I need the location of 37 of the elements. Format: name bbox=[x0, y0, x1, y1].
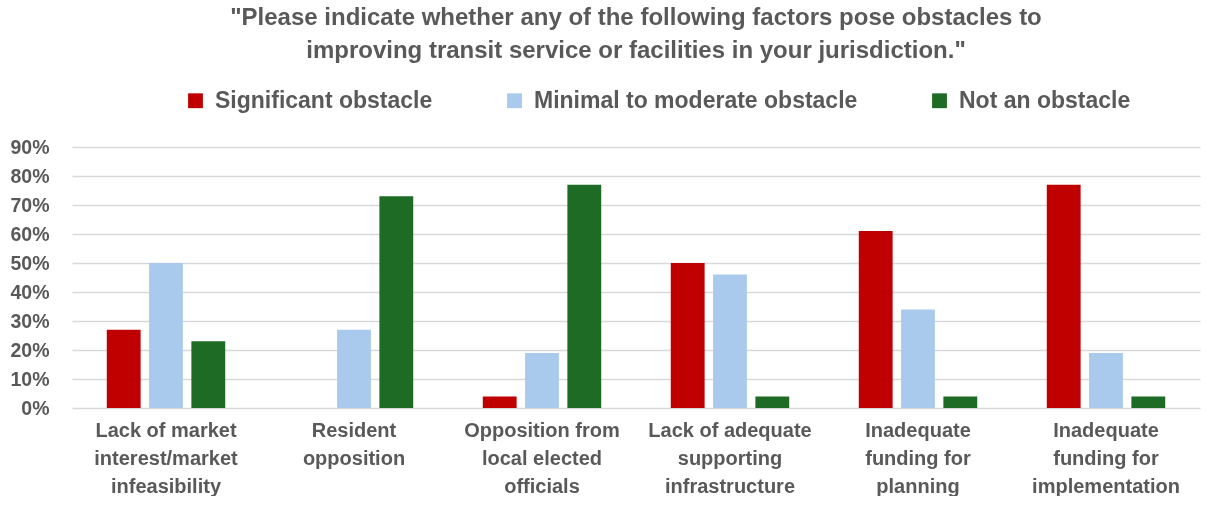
y-tick-label: 40% bbox=[10, 280, 50, 303]
bar bbox=[901, 309, 935, 408]
bar bbox=[1131, 396, 1166, 408]
y-tick-label: 50% bbox=[10, 251, 50, 274]
y-tick-label: 80% bbox=[10, 164, 50, 187]
x-tick-label: Lack of market interest/market infeasibility bbox=[94, 418, 239, 497]
legend-label: Not an obstacle bbox=[959, 86, 1131, 113]
y-tick-label: 10% bbox=[10, 367, 50, 390]
y-tick-label: 70% bbox=[10, 193, 50, 216]
bar bbox=[858, 231, 893, 408]
x-tick-label: Inadequate funding for implementation bbox=[1032, 418, 1180, 497]
bar bbox=[670, 263, 705, 408]
bar bbox=[482, 396, 517, 408]
y-tick-label: 90% bbox=[10, 135, 50, 158]
bar bbox=[379, 196, 414, 408]
legend-label: Minimal to moderate obstacle bbox=[534, 86, 858, 113]
x-tick-label: Lack of adequate supporting infrastructure bbox=[648, 418, 812, 497]
bar bbox=[1046, 184, 1081, 408]
bar bbox=[191, 341, 226, 408]
bar bbox=[755, 396, 790, 408]
y-tick-label: 30% bbox=[10, 309, 50, 332]
x-tick-label: Inadequate funding for planning bbox=[865, 418, 971, 497]
y-tick-label: 20% bbox=[10, 338, 50, 361]
x-tick-label: Resident opposition bbox=[302, 418, 406, 469]
bar bbox=[567, 184, 602, 408]
legend-label: Significant obstacle bbox=[215, 86, 433, 113]
bar bbox=[713, 274, 747, 408]
bar bbox=[106, 329, 141, 408]
bar bbox=[149, 263, 183, 408]
bar bbox=[1089, 352, 1123, 408]
bar bbox=[943, 396, 978, 408]
y-tick-label: 60% bbox=[10, 222, 50, 245]
y-tick-label: 0% bbox=[21, 396, 50, 419]
bar bbox=[337, 329, 371, 408]
chart-title: "Please indicate whether any of the following factors pose obstacles to improving transit service or facilities in your jurisdiction." bbox=[230, 3, 1042, 63]
x-tick-label: Opposition from local elected officials bbox=[464, 418, 620, 497]
bar bbox=[525, 352, 559, 408]
